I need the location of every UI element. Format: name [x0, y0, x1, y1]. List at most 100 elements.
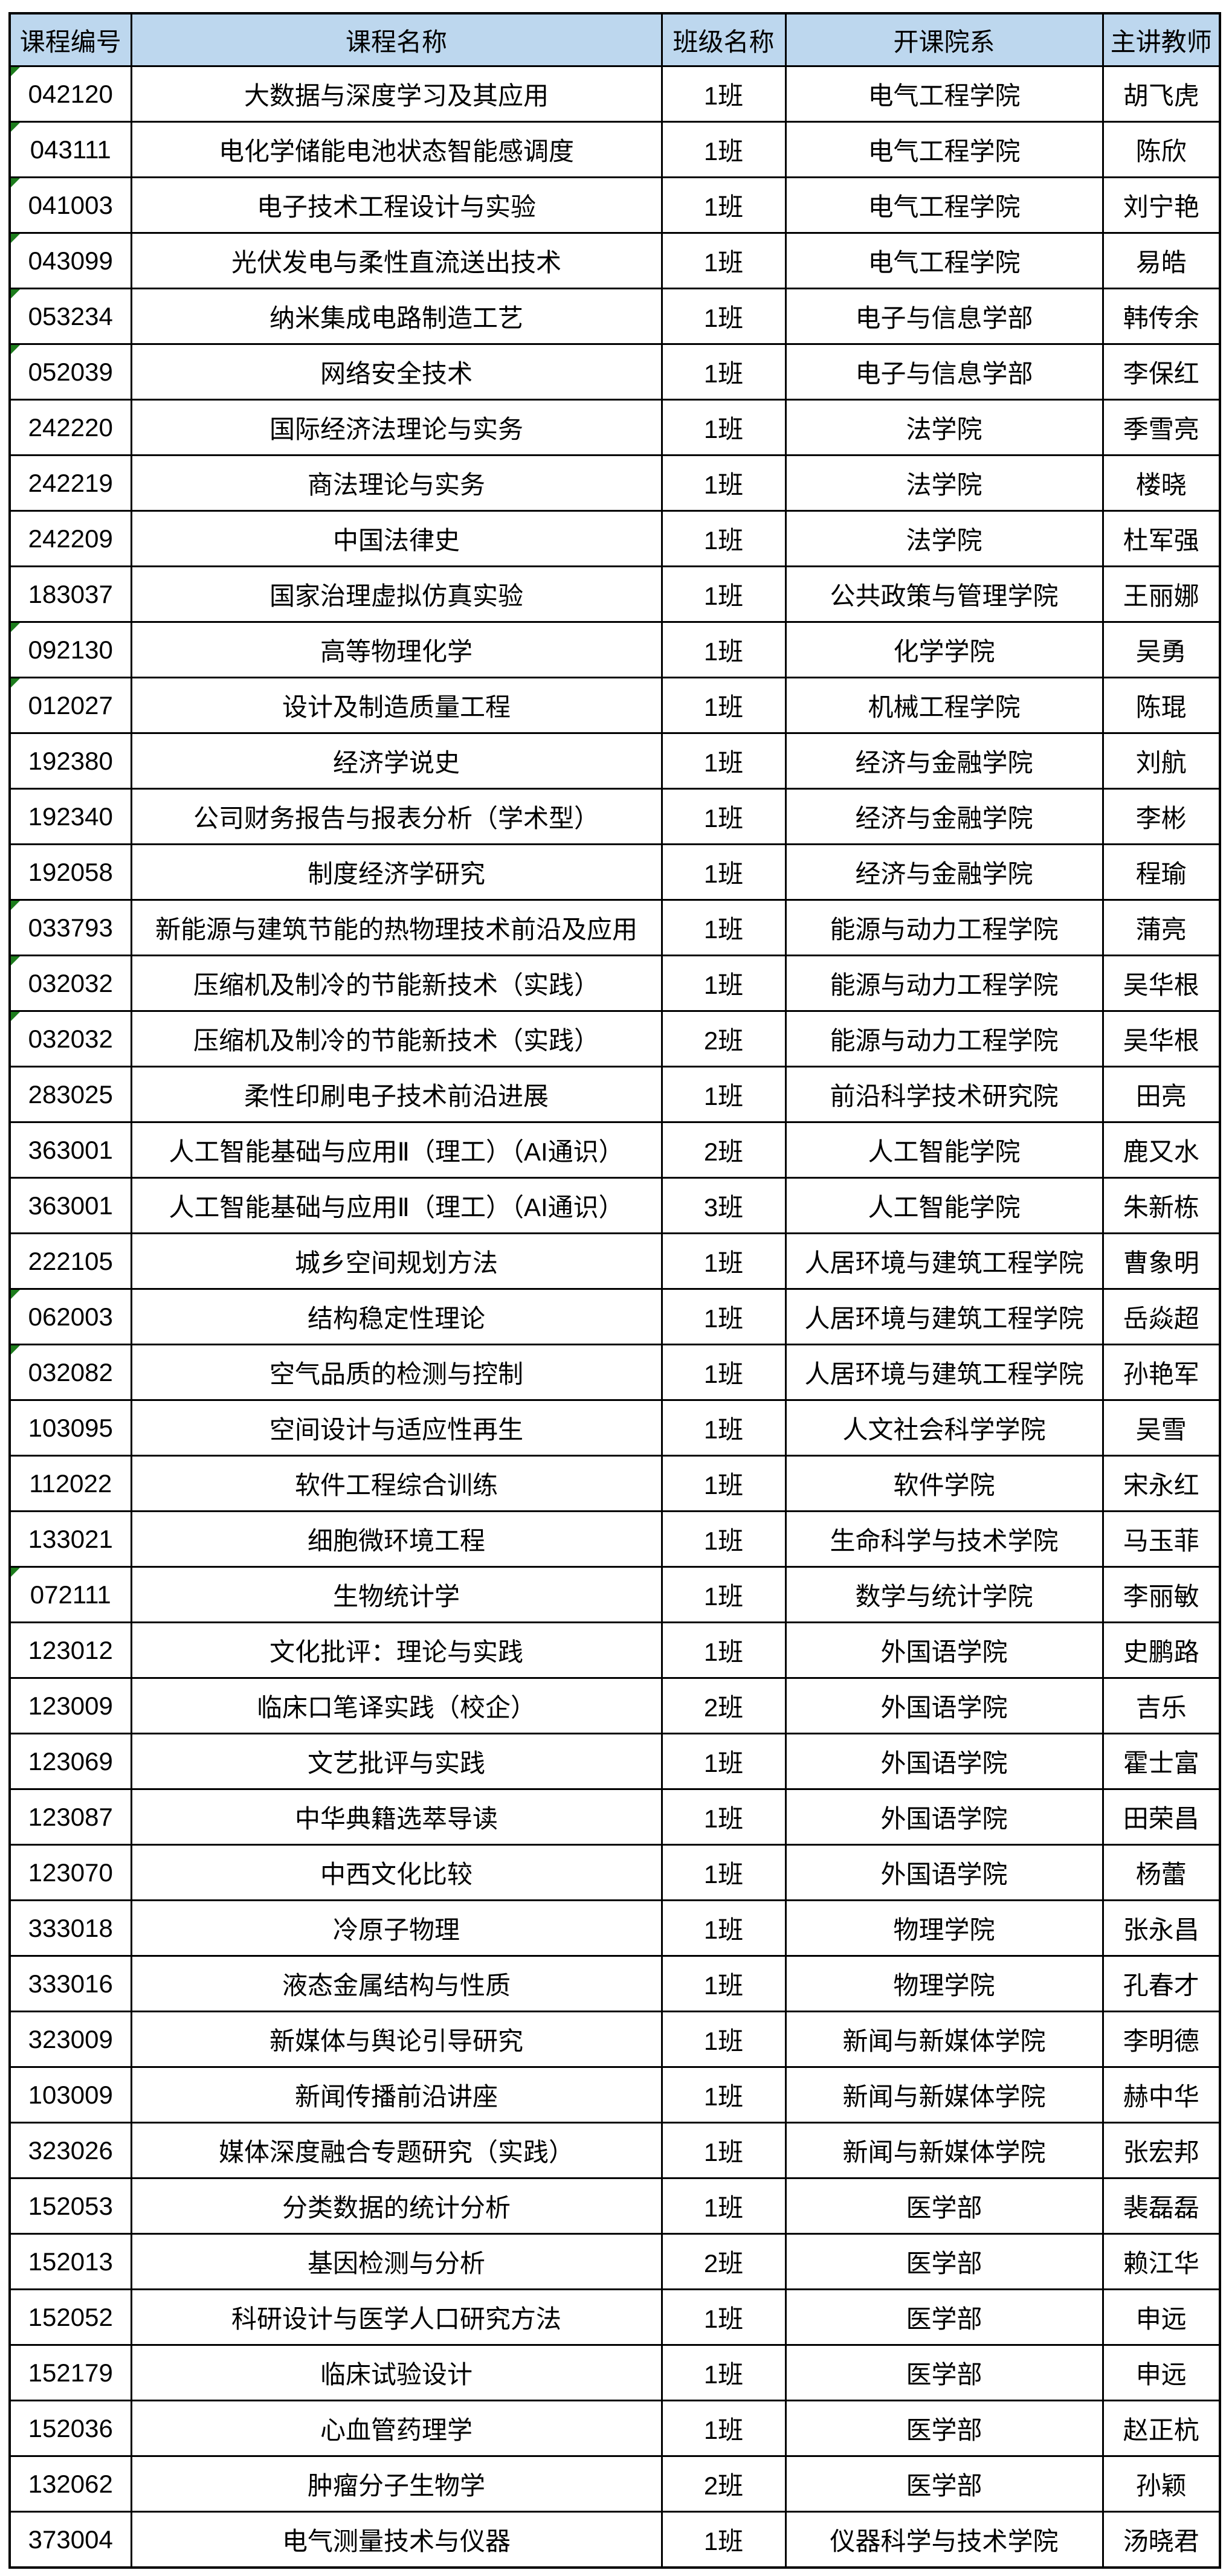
department-cell[interactable]: 仪器科学与技术学院 [784, 2511, 1104, 2569]
class-name-cell[interactable]: 1班 [660, 1899, 787, 1957]
class-name-cell[interactable]: 2班 [660, 2455, 787, 2513]
course-id-cell[interactable]: 133021 [8, 1510, 132, 1568]
course-name-cell[interactable]: 压缩机及制冷的节能新技术（实践） [130, 1010, 663, 1067]
teacher-cell[interactable]: 杜军强 [1102, 510, 1221, 567]
teacher-cell[interactable]: 孙艳军 [1102, 1344, 1221, 1401]
course-id-cell[interactable]: 152053 [8, 2177, 132, 2235]
course-id-cell[interactable]: 363001 [8, 1121, 132, 1179]
department-cell[interactable]: 电气工程学院 [784, 232, 1104, 289]
course-id-cell[interactable]: 323026 [8, 2122, 132, 2179]
course-id-cell[interactable]: 103095 [8, 1399, 132, 1457]
course-name-cell[interactable]: 光伏发电与柔性直流送出技术 [130, 232, 663, 289]
department-cell[interactable]: 医学部 [784, 2344, 1104, 2401]
course-name-cell[interactable]: 中西文化比较 [130, 1844, 663, 1901]
course-name-cell[interactable]: 纳米集成电路制造工艺 [130, 288, 663, 345]
department-cell[interactable]: 数学与统计学院 [784, 1566, 1104, 1623]
course-name-cell[interactable]: 肿瘤分子生物学 [130, 2455, 663, 2513]
course-name-cell[interactable]: 公司财务报告与报表分析（学术型） [130, 788, 663, 845]
course-name-cell[interactable]: 冷原子物理 [130, 1899, 663, 1957]
column-header-department[interactable]: 开课院系 [784, 12, 1104, 67]
teacher-cell[interactable]: 申远 [1102, 2344, 1221, 2401]
course-id-cell[interactable]: 192058 [8, 843, 132, 901]
class-name-cell[interactable]: 1班 [660, 1621, 787, 1679]
department-cell[interactable]: 能源与动力工程学院 [784, 1010, 1104, 1067]
course-id-cell[interactable]: 072111 [8, 1566, 132, 1623]
department-cell[interactable]: 新闻与新媒体学院 [784, 2122, 1104, 2179]
course-name-cell[interactable]: 人工智能基础与应用Ⅱ（理工）（AI通识） [130, 1177, 663, 1234]
department-cell[interactable]: 物理学院 [784, 1955, 1104, 2012]
course-name-cell[interactable]: 国际经济法理论与实务 [130, 399, 663, 456]
department-cell[interactable]: 公共政策与管理学院 [784, 565, 1104, 623]
column-header-course-name[interactable]: 课程名称 [130, 12, 663, 67]
course-name-cell[interactable]: 压缩机及制冷的节能新技术（实践） [130, 955, 663, 1012]
department-cell[interactable]: 外国语学院 [784, 1788, 1104, 1846]
class-name-cell[interactable]: 1班 [660, 1733, 787, 1790]
course-name-cell[interactable]: 高等物理化学 [130, 621, 663, 678]
column-header-course-id[interactable]: 课程编号 [8, 12, 132, 67]
class-name-cell[interactable]: 1班 [660, 2344, 787, 2401]
course-name-cell[interactable]: 电气测量技术与仪器 [130, 2511, 663, 2569]
course-id-cell[interactable]: 123012 [8, 1621, 132, 1679]
course-id-cell[interactable]: 242219 [8, 454, 132, 512]
department-cell[interactable]: 生命科学与技术学院 [784, 1510, 1104, 1568]
teacher-cell[interactable]: 田亮 [1102, 1066, 1221, 1123]
course-name-cell[interactable]: 分类数据的统计分析 [130, 2177, 663, 2235]
teacher-cell[interactable]: 岳焱超 [1102, 1288, 1221, 1345]
course-name-cell[interactable]: 文艺批评与实践 [130, 1733, 663, 1790]
course-id-cell[interactable]: 152052 [8, 2288, 132, 2346]
class-name-cell[interactable]: 1班 [660, 621, 787, 678]
department-cell[interactable]: 经济与金融学院 [784, 788, 1104, 845]
course-id-cell[interactable]: 132062 [8, 2455, 132, 2513]
teacher-cell[interactable]: 李彬 [1102, 788, 1221, 845]
course-id-cell[interactable]: 283025 [8, 1066, 132, 1123]
teacher-cell[interactable]: 易皓 [1102, 232, 1221, 289]
department-cell[interactable]: 医学部 [784, 2400, 1104, 2457]
course-id-cell[interactable]: 043111 [8, 121, 132, 178]
teacher-cell[interactable]: 赵正杭 [1102, 2400, 1221, 2457]
course-id-cell[interactable]: 323009 [8, 2011, 132, 2068]
department-cell[interactable]: 人居环境与建筑工程学院 [784, 1344, 1104, 1401]
department-cell[interactable]: 人文社会科学学院 [784, 1399, 1104, 1457]
class-name-cell[interactable]: 1班 [660, 176, 787, 234]
teacher-cell[interactable]: 曹象明 [1102, 1232, 1221, 1290]
class-name-cell[interactable]: 1班 [660, 1510, 787, 1568]
course-name-cell[interactable]: 商法理论与实务 [130, 454, 663, 512]
class-name-cell[interactable]: 1班 [660, 732, 787, 790]
teacher-cell[interactable]: 张永昌 [1102, 1899, 1221, 1957]
department-cell[interactable]: 能源与动力工程学院 [784, 899, 1104, 956]
teacher-cell[interactable]: 田荣昌 [1102, 1788, 1221, 1846]
course-name-cell[interactable]: 细胞微环境工程 [130, 1510, 663, 1568]
teacher-cell[interactable]: 李保红 [1102, 343, 1221, 401]
course-name-cell[interactable]: 临床试验设计 [130, 2344, 663, 2401]
course-id-cell[interactable]: 033793 [8, 899, 132, 956]
course-name-cell[interactable]: 设计及制造质量工程 [130, 677, 663, 734]
teacher-cell[interactable]: 吴华根 [1102, 955, 1221, 1012]
class-name-cell[interactable]: 1班 [660, 1399, 787, 1457]
department-cell[interactable]: 电子与信息学部 [784, 343, 1104, 401]
course-name-cell[interactable]: 液态金属结构与性质 [130, 1955, 663, 2012]
course-id-cell[interactable]: 152036 [8, 2400, 132, 2457]
course-name-cell[interactable]: 新闻传播前沿讲座 [130, 2066, 663, 2124]
course-name-cell[interactable]: 科研设计与医学人口研究方法 [130, 2288, 663, 2346]
course-name-cell[interactable]: 媒体深度融合专题研究（实践） [130, 2122, 663, 2179]
course-id-cell[interactable]: 363001 [8, 1177, 132, 1234]
course-id-cell[interactable]: 373004 [8, 2511, 132, 2569]
department-cell[interactable]: 法学院 [784, 399, 1104, 456]
course-name-cell[interactable]: 基因检测与分析 [130, 2233, 663, 2290]
class-name-cell[interactable]: 1班 [660, 399, 787, 456]
class-name-cell[interactable]: 1班 [660, 2066, 787, 2124]
course-id-cell[interactable]: 192380 [8, 732, 132, 790]
class-name-cell[interactable]: 1班 [660, 1566, 787, 1623]
column-header-class-name[interactable]: 班级名称 [660, 12, 787, 67]
teacher-cell[interactable]: 刘航 [1102, 732, 1221, 790]
class-name-cell[interactable]: 1班 [660, 343, 787, 401]
course-id-cell[interactable]: 032032 [8, 1010, 132, 1067]
teacher-cell[interactable]: 孙颖 [1102, 2455, 1221, 2513]
department-cell[interactable]: 新闻与新媒体学院 [784, 2066, 1104, 2124]
course-name-cell[interactable]: 电化学储能电池状态智能感调度 [130, 121, 663, 178]
class-name-cell[interactable]: 1班 [660, 1788, 787, 1846]
class-name-cell[interactable]: 1班 [660, 1455, 787, 1512]
department-cell[interactable]: 外国语学院 [784, 1677, 1104, 1734]
course-id-cell[interactable]: 052039 [8, 343, 132, 401]
course-name-cell[interactable]: 心血管药理学 [130, 2400, 663, 2457]
